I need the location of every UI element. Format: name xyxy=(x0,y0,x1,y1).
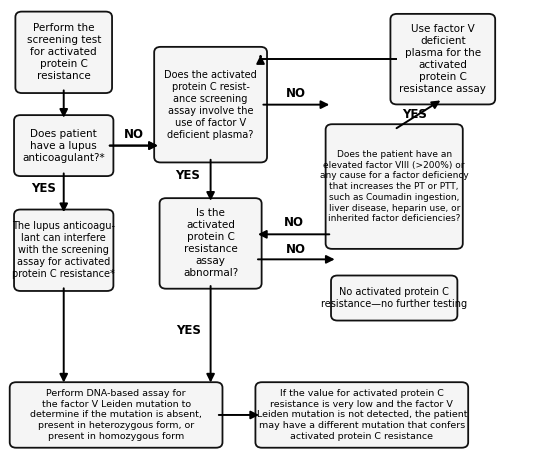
FancyBboxPatch shape xyxy=(15,12,112,93)
Text: The lupus anticoagu-
lant can interfere
with the screening
assay for activated
p: The lupus anticoagu- lant can interfere … xyxy=(12,221,115,279)
Text: NO: NO xyxy=(124,128,144,141)
Text: Is the
activated
protein C
resistance
assay
abnormal?: Is the activated protein C resistance as… xyxy=(183,208,238,278)
FancyBboxPatch shape xyxy=(390,14,495,105)
Text: No activated protein C
resistance—no further testing: No activated protein C resistance—no fur… xyxy=(321,287,467,309)
Text: YES: YES xyxy=(177,324,201,338)
Text: NO: NO xyxy=(284,217,303,229)
FancyBboxPatch shape xyxy=(154,47,267,162)
Text: If the value for activated protein C
resistance is very low and the factor V
Lei: If the value for activated protein C res… xyxy=(256,389,467,441)
FancyBboxPatch shape xyxy=(255,382,468,448)
Text: Use factor V
deficient
plasma for the
activated
protein C
resistance assay: Use factor V deficient plasma for the ac… xyxy=(400,24,486,94)
Text: YES: YES xyxy=(176,169,200,182)
Text: NO: NO xyxy=(286,243,306,256)
Text: Does the patient have an
elevated factor VIII (>200%) or
any cause for a factor : Does the patient have an elevated factor… xyxy=(320,150,469,223)
Text: YES: YES xyxy=(31,182,56,195)
FancyBboxPatch shape xyxy=(14,209,113,291)
FancyBboxPatch shape xyxy=(160,198,261,288)
Text: Does the activated
protein C resist-
ance screening
assay involve the
use of fac: Does the activated protein C resist- anc… xyxy=(164,70,257,140)
FancyBboxPatch shape xyxy=(331,276,457,320)
FancyBboxPatch shape xyxy=(10,382,222,448)
Text: Perform the
screening test
for activated
protein C
resistance: Perform the screening test for activated… xyxy=(26,23,101,81)
FancyBboxPatch shape xyxy=(326,124,463,249)
Text: Does patient
have a lupus
anticoagulant?*: Does patient have a lupus anticoagulant?… xyxy=(22,129,105,162)
FancyBboxPatch shape xyxy=(14,115,113,176)
Text: Perform DNA-based assay for
the factor V Leiden mutation to
determine if the mut: Perform DNA-based assay for the factor V… xyxy=(30,389,202,441)
Text: YES: YES xyxy=(402,108,427,121)
Text: NO: NO xyxy=(286,87,306,100)
